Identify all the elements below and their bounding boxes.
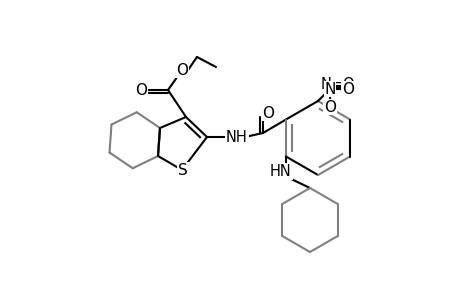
Text: N=O: N=O <box>320 76 354 92</box>
Text: O: O <box>323 100 335 115</box>
Text: S: S <box>178 163 187 178</box>
Text: NH: NH <box>226 130 247 145</box>
Text: S: S <box>178 163 187 178</box>
Text: N: N <box>324 82 335 97</box>
Text: HN: HN <box>269 164 291 179</box>
Text: O: O <box>262 106 274 121</box>
Text: O: O <box>341 82 353 97</box>
Text: O: O <box>134 82 147 98</box>
Text: O: O <box>176 62 188 77</box>
